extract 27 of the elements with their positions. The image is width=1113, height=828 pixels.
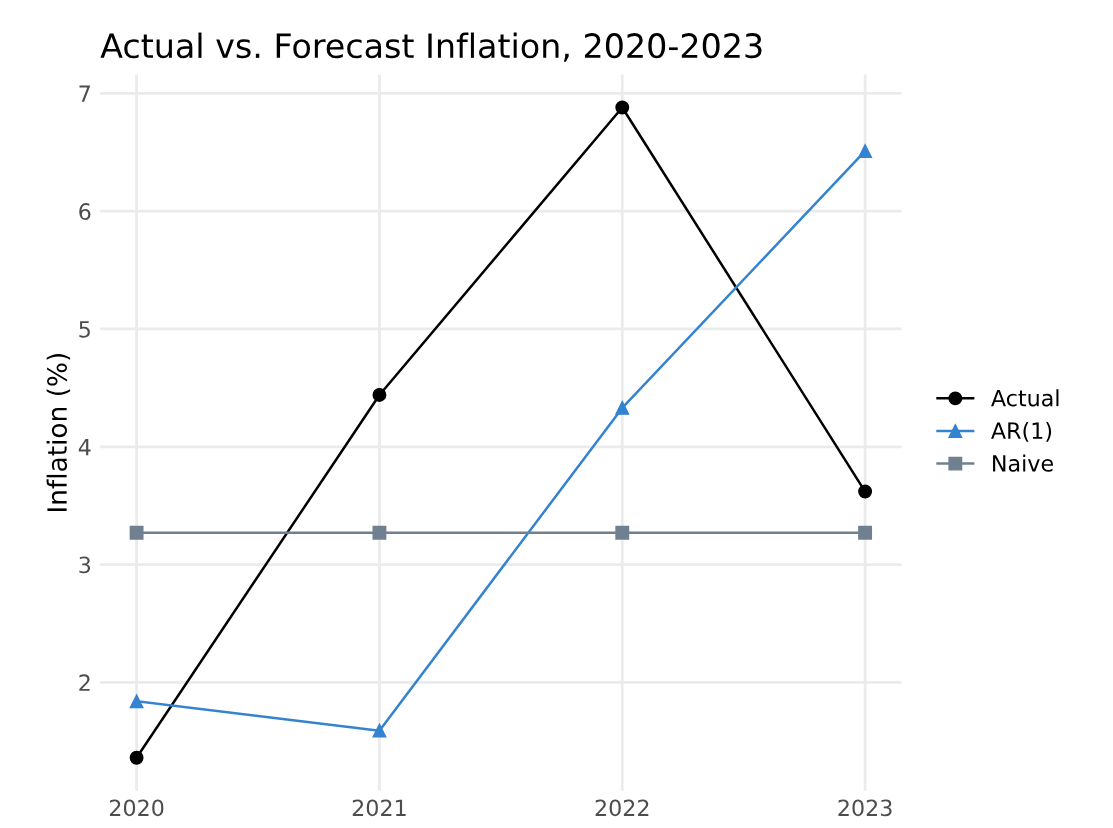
- y-tick-label: 3: [79, 556, 91, 574]
- x-tick-label: 2020: [109, 799, 164, 817]
- y-tick-label: 7: [79, 85, 90, 102]
- legend-label: Actual: [991, 389, 1059, 407]
- point: [858, 144, 873, 159]
- point: [129, 525, 144, 540]
- y-tick-label: 5: [79, 321, 90, 338]
- y-axis-title: Inflation (%): [46, 353, 71, 511]
- y-tick-label: 2: [79, 674, 90, 691]
- x-tick-label: 2022: [595, 799, 649, 817]
- legend-label: Naive: [993, 454, 1053, 472]
- chart-title: Actual vs. Forecast Inflation, 2020-2023: [100, 32, 762, 62]
- point: [372, 387, 387, 402]
- point: [615, 400, 630, 415]
- point: [615, 525, 630, 540]
- point: [372, 525, 387, 540]
- y-tick-label: 6: [79, 203, 91, 220]
- point: [615, 100, 630, 115]
- legend-label: AR(1): [991, 421, 1052, 442]
- point: [858, 525, 873, 540]
- point: [372, 723, 387, 738]
- point: [858, 484, 873, 499]
- point: [129, 694, 144, 709]
- x-tick-label: 2021: [352, 799, 406, 817]
- point: [129, 750, 144, 765]
- y-tick-label: 4: [78, 439, 91, 456]
- x-tick-label: 2023: [838, 799, 892, 817]
